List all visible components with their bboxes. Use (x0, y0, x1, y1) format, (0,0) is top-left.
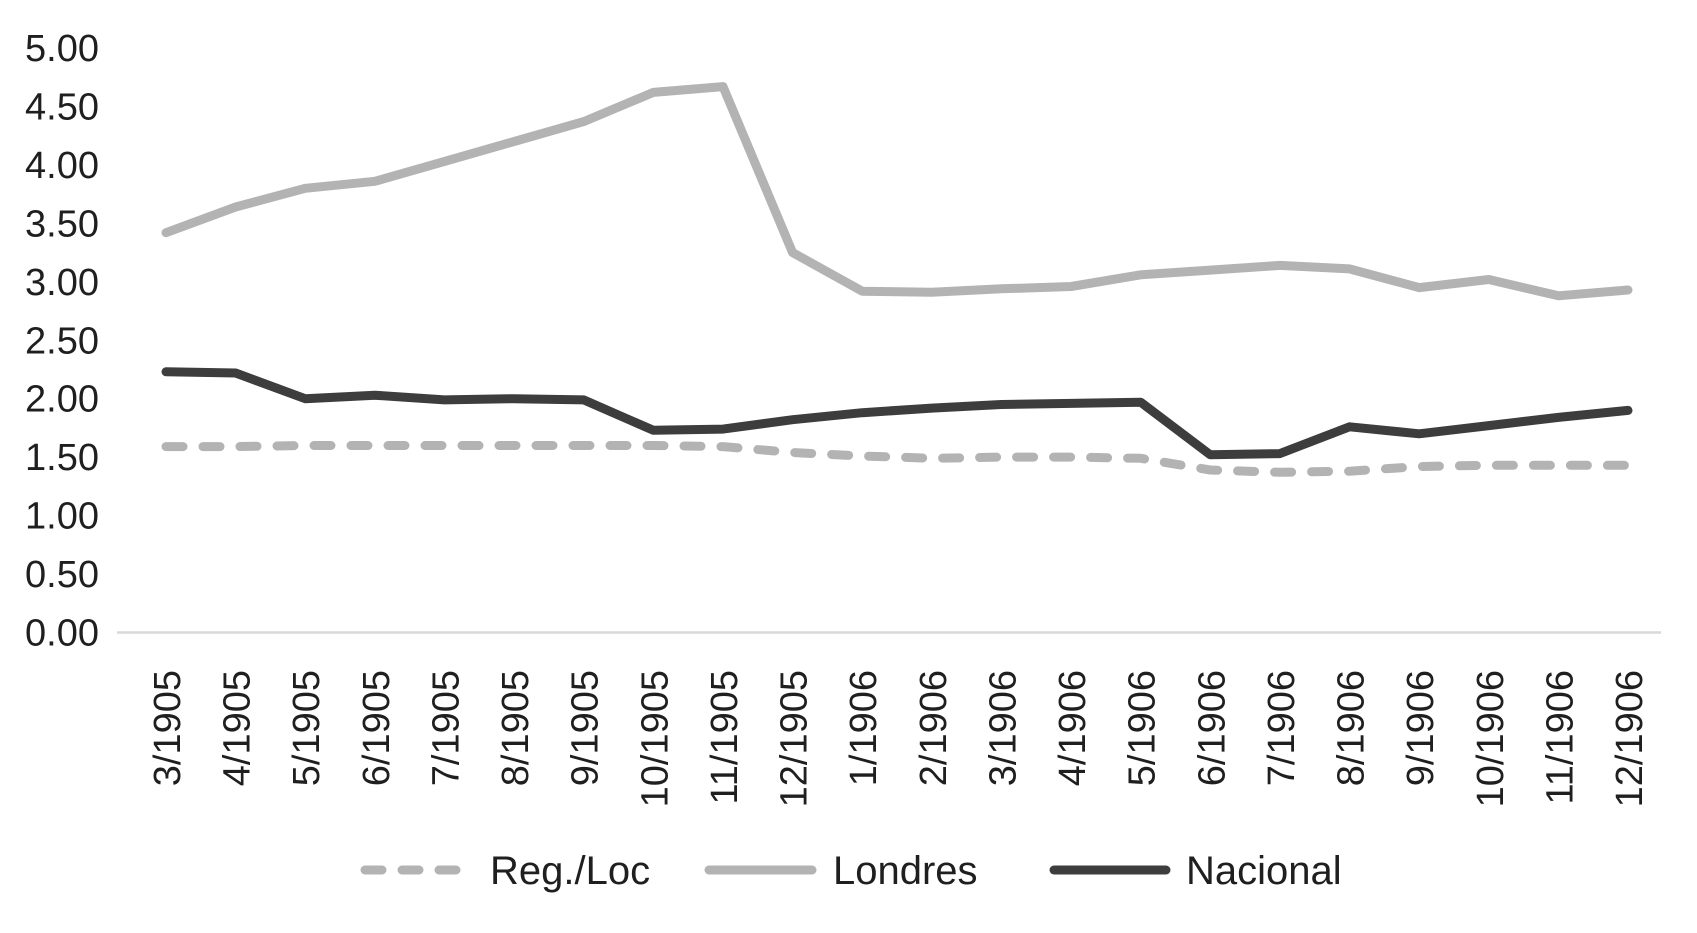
x-axis-tick-label: 1/1906 (843, 670, 885, 786)
y-axis-tick-label: 2.50 (25, 320, 99, 362)
series-line-londres (161, 82, 1633, 301)
x-axis-tick-label: 12/1905 (774, 670, 816, 807)
series-line-reg-loc (161, 441, 1633, 477)
x-axis-tick-label: 9/1906 (1400, 670, 1442, 786)
x-axis-tick-label: 7/1905 (425, 670, 467, 786)
y-axis-tick-label: 1.00 (25, 496, 99, 538)
y-axis-tick-label: 1.50 (25, 437, 99, 479)
legend-label-reg-loc: Reg./Loc (490, 849, 650, 893)
legend-label-londres: Londres (833, 849, 978, 893)
legend: Reg./Loc Londres Nacional (360, 849, 1342, 893)
y-axis-tick-label: 5.00 (25, 28, 99, 70)
x-axis: 3/1905 4/1905 5/1905 6/1905 7/1905 8/1905 9/19… (147, 670, 1651, 807)
y-axis-tick-label: 0.00 (25, 613, 99, 655)
x-axis-tick-label: 6/1905 (356, 670, 398, 786)
x-axis-tick-label: 9/1905 (565, 670, 607, 786)
x-axis-tick-label: 4/1906 (1052, 670, 1094, 786)
legend-label-nacional: Nacional (1186, 849, 1342, 893)
series-lines (161, 82, 1633, 477)
y-axis-tick-label: 2.00 (25, 379, 99, 421)
series-line-nacional (161, 367, 1633, 460)
x-axis-tick-label: 8/1905 (495, 670, 537, 786)
x-axis-tick-label: 7/1906 (1261, 670, 1303, 786)
x-axis-tick-label: 10/1905 (634, 670, 676, 807)
x-axis-tick-label: 3/1906 (982, 670, 1024, 786)
x-axis-tick-label: 11/1906 (1539, 670, 1581, 805)
x-axis-tick-label: 5/1906 (1122, 670, 1164, 786)
y-axis-tick-label: 4.50 (25, 86, 99, 128)
y-axis-tick-label: 3.50 (25, 203, 99, 245)
x-axis-tick-label: 3/1905 (147, 670, 189, 786)
x-axis-tick-label: 2/1906 (913, 670, 955, 786)
y-axis-tick-label: 3.00 (25, 262, 99, 304)
x-axis-tick-label: 6/1906 (1191, 670, 1233, 786)
x-axis-tick-label: 8/1906 (1331, 670, 1373, 786)
x-axis-tick-label: 12/1906 (1609, 670, 1651, 807)
x-axis-tick-label: 5/1905 (286, 670, 328, 786)
x-axis-tick-label: 10/1906 (1470, 670, 1512, 807)
x-axis-tick-label: 4/1905 (217, 670, 259, 786)
y-axis-tick-label: 0.50 (25, 554, 99, 596)
y-axis: 0.00 0.50 1.00 1.50 2.00 2.50 3.00 3.50 4.00 4.50… (25, 28, 1661, 655)
x-axis-tick-label: 11/1905 (704, 670, 746, 805)
y-axis-tick-label: 4.00 (25, 145, 99, 187)
